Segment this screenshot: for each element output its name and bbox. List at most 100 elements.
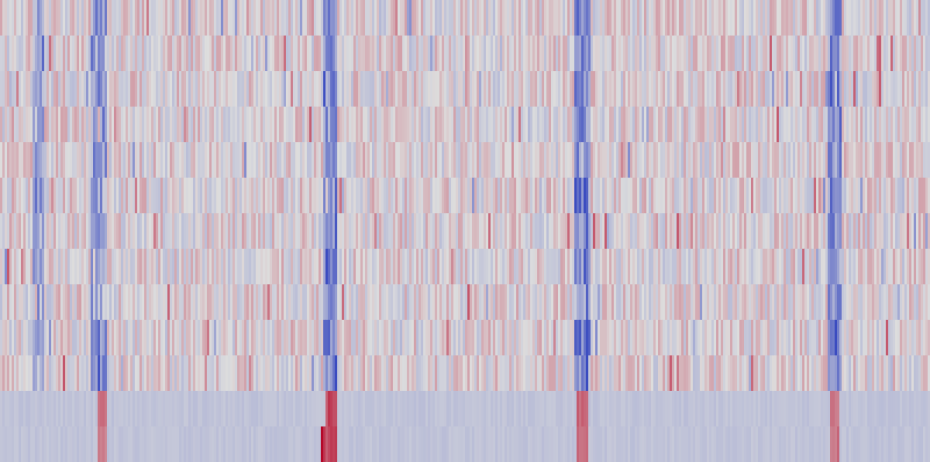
heatmap-cell [490,319,494,356]
heatmap-cell [434,0,438,36]
heatmap-cell [413,248,417,285]
heatmap-cell [739,35,743,72]
heatmap-cell [81,0,85,36]
heatmap-cell [334,71,338,108]
heatmap-cell [497,106,501,143]
heatmap-cell [339,71,343,108]
heatmap-cell [562,390,566,427]
heatmap-cell [871,177,875,214]
heatmap-cell [239,248,243,285]
heatmap-cell [93,319,96,356]
heatmap-cell [258,142,261,179]
heatmap-cell [318,35,322,72]
heatmap-cell [639,35,643,72]
heatmap-cell [850,142,854,179]
heatmap-cell [888,248,891,285]
heatmap-cell [97,390,101,427]
heatmap-cell [620,248,624,285]
heatmap-cell [695,213,698,250]
heatmap-cell [483,0,487,36]
heatmap-cell [148,426,152,462]
heatmap-cell [583,284,587,321]
heatmap-cell [864,177,868,214]
heatmap-cell [290,142,294,179]
heatmap-cell [367,71,371,108]
heatmap-cell [744,213,747,250]
heatmap-cell [409,71,412,108]
heatmap-cell [158,284,161,321]
heatmap-cell [93,213,96,250]
heatmap-cell [678,35,682,72]
heatmap-cell [76,71,80,108]
heatmap-cell [655,213,659,250]
heatmap-cell [846,35,850,72]
heatmap-cell [111,284,115,321]
heatmap-cell [695,177,698,214]
heatmap-cell [630,35,633,72]
heatmap-cell [513,71,517,108]
heatmap-cell [348,177,352,214]
heatmap-cell [469,213,473,250]
heatmap-cell [306,177,310,214]
heatmap-cell [520,0,524,36]
heatmap-cell [739,213,743,250]
heatmap-cell [774,71,777,108]
heatmap-cell [902,284,905,321]
heatmap-cell [334,213,338,250]
heatmap-cell [162,142,166,179]
heatmap-cell [141,71,145,108]
heatmap-cell [692,35,696,72]
heatmap-cell [299,213,303,250]
heatmap-cell [16,390,20,427]
heatmap-cell [497,35,501,72]
heatmap-cell [172,35,175,72]
heatmap-cell [153,284,157,321]
heatmap-cell [188,284,192,321]
heatmap-cell [46,213,50,250]
heatmap-cell [279,284,282,321]
heatmap-cell [167,390,171,427]
heatmap-cell [255,248,259,285]
heatmap-cell [39,106,43,143]
heatmap-cell [281,35,285,72]
heatmap-cell [681,177,684,214]
heatmap-cell [269,142,273,179]
heatmap-cell [399,177,403,214]
heatmap-cell [332,0,336,36]
heatmap-cell [625,248,629,285]
heatmap-cell [527,142,531,179]
heatmap-cell [327,142,331,179]
heatmap-cell [711,142,715,179]
heatmap-cell [897,390,901,427]
heatmap-cell [813,142,817,179]
heatmap-cell [392,319,396,356]
heatmap-cell [539,390,543,427]
heatmap-cell [827,355,831,392]
heatmap-cell [418,426,422,462]
heatmap-cell [281,248,285,285]
heatmap-cell [211,284,215,321]
heatmap-cell [574,213,578,250]
heatmap-cell [469,390,473,427]
heatmap-cell [860,106,863,143]
heatmap-cell [767,355,770,392]
heatmap-cell [778,106,782,143]
heatmap-cell [827,142,831,179]
heatmap-cell [513,0,517,36]
heatmap-cell [783,177,787,214]
heatmap-cell [730,177,733,214]
heatmap-cell [190,177,194,214]
heatmap-cell [358,177,361,214]
heatmap-cell [39,355,43,392]
heatmap-cell [841,248,845,285]
heatmap-cell [843,71,847,108]
heatmap-cell [785,35,789,72]
heatmap-cell [469,248,473,285]
heatmap-cell [506,355,510,392]
heatmap-cell [544,248,547,285]
heatmap-cell [34,71,38,108]
heatmap-cell [671,71,675,108]
heatmap-cell [799,213,803,250]
heatmap-cell [692,0,696,36]
heatmap-cell [497,0,501,36]
